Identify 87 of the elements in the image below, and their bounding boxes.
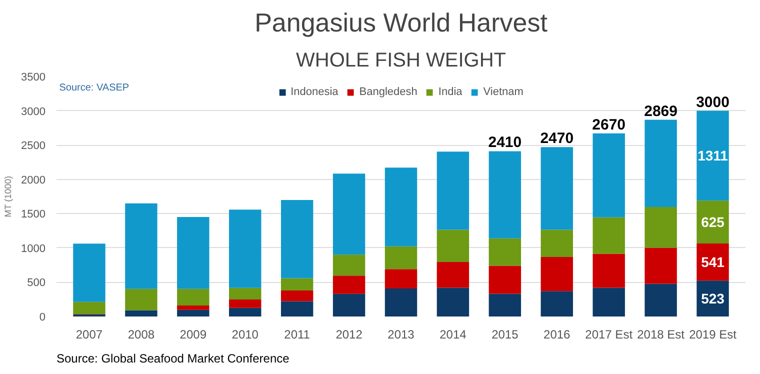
data-label: 541 (701, 254, 725, 270)
bar (644, 284, 677, 316)
bar (696, 244, 729, 281)
x-tick-label: 2008 (128, 328, 155, 342)
bar (592, 254, 625, 288)
bar (229, 210, 262, 288)
bar (332, 174, 366, 255)
bar (125, 288, 158, 310)
x-tick-label: 2018 Est (637, 328, 686, 342)
bar (125, 203, 158, 289)
x-tick-label: 2017 Est (585, 328, 634, 342)
bar (592, 288, 625, 316)
y-tick-label: 3000 (21, 106, 46, 118)
y-axis-title: MT (1000) (3, 176, 14, 218)
source-note: Source: Global Seafood Market Conference (56, 352, 290, 366)
chart-title: Pangasius World Harvest (254, 8, 548, 38)
bar (73, 302, 106, 314)
bar (436, 152, 470, 230)
bar (540, 147, 573, 230)
bar (177, 310, 210, 316)
bar (280, 200, 314, 278)
bar (177, 306, 210, 310)
x-tick-label: 2016 (544, 328, 571, 342)
bar (332, 254, 366, 276)
bar (488, 294, 522, 316)
total-label: 2670 (592, 116, 626, 134)
legend-label: Vietnam (483, 86, 524, 98)
bar (436, 288, 470, 316)
bar (384, 168, 418, 246)
bar (177, 288, 210, 306)
x-tick-label: 2007 (76, 328, 103, 342)
bar (73, 244, 106, 302)
bar (488, 238, 522, 266)
legend-label: Indonesia (290, 86, 338, 98)
bar (229, 288, 262, 300)
x-tick-label: 2015 (492, 328, 519, 342)
bar (644, 206, 677, 248)
annotation: Source: VASEP (59, 82, 130, 94)
bar (384, 288, 418, 316)
x-tick-label: 2014 (440, 328, 467, 342)
bar (488, 266, 522, 294)
x-tick-label: 2011 (284, 328, 310, 342)
bar (592, 217, 625, 254)
y-tick-label: 0 (39, 312, 46, 324)
chart-subtitle: WHOLE FISH WEIGHT (296, 50, 506, 72)
bar (696, 110, 729, 201)
bar (332, 294, 366, 316)
y-tick-label: 2500 (21, 140, 46, 152)
legend-label: India (438, 86, 462, 98)
bar (229, 299, 262, 308)
bar (540, 230, 573, 258)
bar (540, 257, 573, 292)
x-tick-label: 2012 (336, 328, 363, 342)
data-label: 1311 (698, 148, 728, 164)
y-tick-label: 500 (27, 277, 46, 290)
bar (436, 230, 470, 262)
bar (229, 308, 262, 316)
x-tick-label: 2010 (232, 328, 259, 342)
bar (488, 151, 522, 238)
total-label: 3000 (696, 94, 730, 111)
y-tick-label: 2000 (21, 174, 46, 186)
x-tick-label: 2013 (388, 328, 415, 342)
bar (592, 133, 625, 218)
bar (384, 269, 418, 288)
bar (280, 290, 314, 302)
bar (540, 291, 573, 316)
x-tick-label: 2019 Est (689, 328, 738, 342)
bar (436, 262, 470, 288)
bar (644, 248, 677, 284)
y-tick-label: 3500 (21, 72, 46, 84)
bar (177, 217, 210, 289)
data-label: 625 (701, 214, 725, 230)
legend-label: Bangledesh (359, 86, 418, 98)
bar (125, 310, 158, 316)
total-label: 2470 (540, 130, 574, 148)
bar (644, 120, 677, 207)
x-tick-label: 2009 (180, 328, 207, 342)
bar (280, 278, 314, 291)
bar (384, 246, 418, 270)
y-tick-label: 1000 (21, 242, 46, 255)
bar (280, 301, 314, 316)
total-label: 2869 (644, 102, 678, 120)
bar (696, 200, 729, 244)
data-label: 523 (701, 290, 725, 307)
bar (332, 276, 366, 294)
y-tick-label: 1500 (21, 208, 46, 221)
total-label: 2410 (488, 134, 522, 152)
